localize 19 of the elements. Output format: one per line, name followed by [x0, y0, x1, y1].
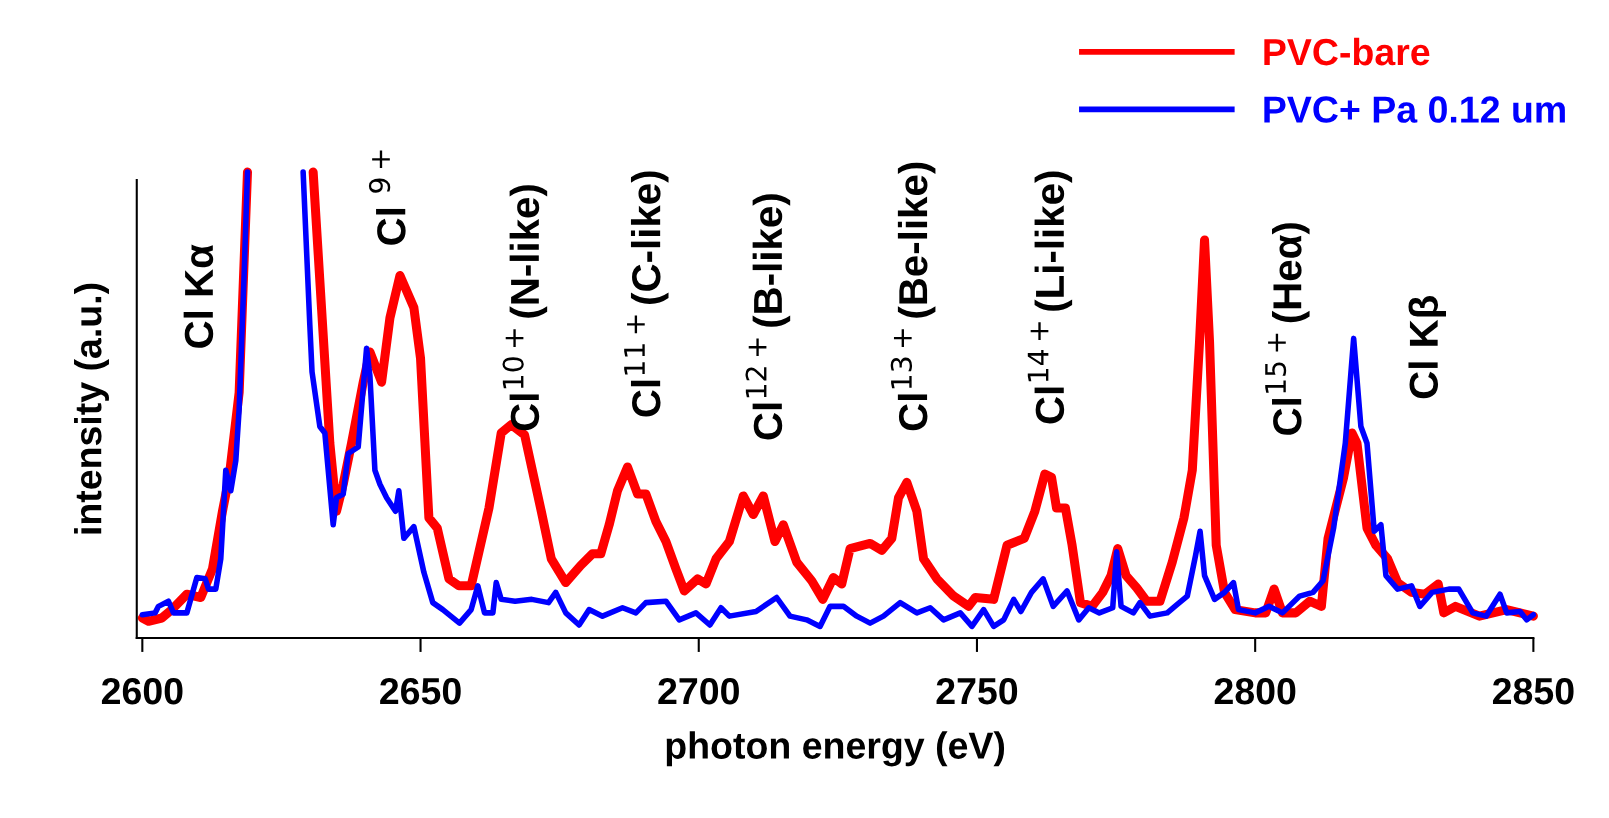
annotation: Cl$^{13+}$(Be-like) [890, 162, 936, 431]
x-tick-label: 2850 [1492, 677, 1574, 705]
annotation: Cl Kα [183, 244, 214, 348]
annotation: Cl$^{10+}$(N-like) [502, 185, 548, 431]
legend-label: PVC+ Pa 0.12 um [1264, 96, 1565, 123]
annotation: Cl $^{9+}$ [368, 150, 406, 245]
x-tick-label: 2700 [658, 677, 739, 705]
annotation: Cl$^{15+}$(Heα) [1265, 223, 1310, 435]
legend-label: PVC-bare [1264, 37, 1430, 66]
annotation: Cl$^{12+}$(B-like) [745, 194, 791, 440]
annotation: Cl$^{11+}$(C-like) [624, 171, 669, 417]
x-axis-title: photon energy (eV) [666, 731, 1005, 767]
x-tick-label: 2650 [380, 677, 461, 705]
y-axis-title: intensity (a.u.) [74, 283, 109, 534]
annotation: Cl Kβ [1408, 296, 1447, 399]
x-tick-label: 2800 [1214, 677, 1296, 705]
annotation: Cl$^{14+}$(Li-like) [1027, 171, 1073, 424]
x-tick-label: 2600 [101, 677, 183, 705]
x-tick-label: 2750 [936, 677, 1018, 705]
